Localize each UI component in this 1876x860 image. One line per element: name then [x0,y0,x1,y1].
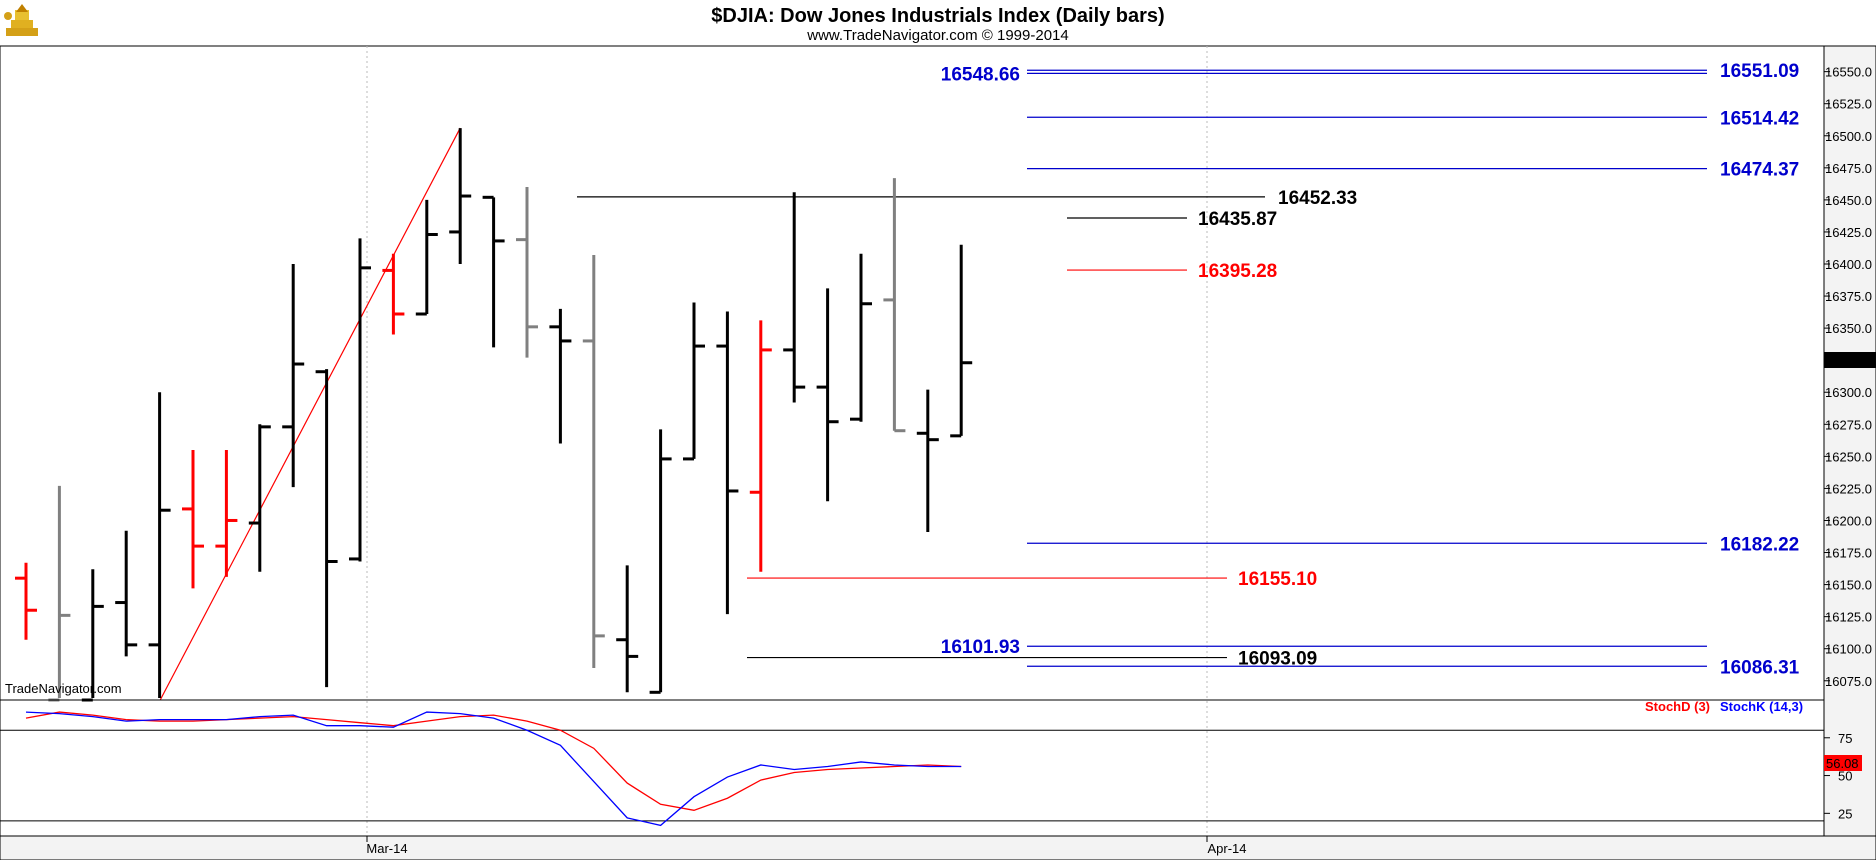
price-tick-label: 16550.0 [1825,65,1872,80]
ohlc-bar [582,255,605,668]
trend-line [159,127,461,701]
level-label: 16474.37 [1720,160,1799,181]
ohlc-bar [315,369,338,688]
stoch-tick-label: 75 [1838,731,1852,746]
last-price-badge [1824,352,1876,368]
level-label: 16155.10 [1238,569,1317,590]
chart-title: $DJIA: Dow Jones Industrials Index (Dail… [711,5,1164,27]
level-label: 16086.31 [1720,657,1800,678]
price-tick-label: 16300.0 [1825,385,1872,400]
price-tick-label: 16425.0 [1825,225,1872,240]
title-bar [0,0,1876,46]
ohlc-bar [115,530,138,657]
ohlc-bar [415,199,438,316]
level-label: 16182.22 [1720,534,1799,555]
level-label: 16452.33 [1278,188,1357,209]
stoch-legend-k: StochK (14,3) [1720,699,1803,714]
date-tick-label: Apr-14 [1207,841,1246,856]
ohlc-bar [349,238,371,562]
chart-subtitle: www.TradeNavigator.com © 1999-2014 [806,27,1068,44]
price-tick-label: 16175.0 [1825,546,1872,561]
indicator-panel [0,699,1825,837]
ohlc-bar [616,565,639,693]
ohlc-bar [182,449,204,589]
last-price-label: 16323.06 [1826,353,1876,368]
stoch-series-line [25,711,962,811]
stoch-tick-label: 25 [1838,806,1852,821]
ohlc-bar [482,195,505,348]
level-lines: 16551.09 16548.66 16514.42 16474.37 16452.33… [577,61,1800,678]
watermark: TradeNavigator.com [5,681,122,696]
ohlc-bar [15,562,37,640]
ohlc-bar [783,192,806,403]
price-bars [15,128,973,702]
ohlc-bar [950,244,973,438]
ohlc-bar [716,311,739,615]
ohlc-bar [549,308,572,444]
last-stoch-label: 56.08 [1826,756,1859,771]
ohlc-bar [148,392,171,698]
ohlc-bar [916,389,939,533]
stochastic-panel: 25 50 75 StochD (3) StochK (14,3) [0,699,1852,827]
stoch-legend-d: StochD (3) [1645,699,1710,714]
date-axis: Mar-14 Apr-14 [366,836,1247,856]
stoch-series-line [25,711,962,827]
price-tick-label: 16200.0 [1825,513,1872,528]
level-label: 16551.09 [1720,61,1799,82]
price-tick-label: 16100.0 [1825,642,1872,657]
price-tick-label: 16275.0 [1825,417,1872,432]
date-axis-bg [0,835,1876,860]
ohlc-bar [850,253,872,422]
trend-line-segment [159,127,461,701]
stoch-tick-label: 50 [1838,769,1852,784]
ohlc-bar [382,253,405,335]
price-axis-bg [1823,45,1876,837]
price-tick-label: 16150.0 [1825,578,1872,593]
level-label: 16093.09 [1238,649,1317,670]
trade-navigator-logo [4,4,38,36]
price-tick-label: 16400.0 [1825,257,1872,272]
ohlc-bar [516,187,538,358]
ohlc-bar [883,178,906,433]
ohlc-bar [449,128,472,264]
last-stoch-badge [1824,755,1862,771]
level-label: 16514.42 [1720,108,1799,129]
level-label: 16395.28 [1198,261,1277,282]
price-panel [0,45,1825,701]
price-tick-label: 16525.0 [1825,97,1872,112]
ohlc-bar [282,264,305,488]
price-tick-label: 16225.0 [1825,481,1872,496]
ohlc-bar [683,302,705,461]
price-tick-label: 16450.0 [1825,193,1872,208]
price-tick-label: 16250.0 [1825,449,1872,464]
ohlc-bar [749,320,772,572]
date-tick-label: Mar-14 [366,841,407,856]
price-tick-label: 16125.0 [1825,610,1872,625]
ohlc-bar [649,429,672,694]
ohlc-bar [248,424,271,572]
price-tick-label: 16475.0 [1825,161,1872,176]
price-tick-label: 16350.0 [1825,321,1872,336]
price-tick-label: 16075.0 [1825,674,1872,689]
grid-lines [366,46,1208,836]
price-tick-label: 16500.0 [1825,129,1872,144]
ohlc-bar [215,449,238,577]
level-label: 16101.93 [941,637,1020,658]
level-label: 16435.87 [1198,209,1277,230]
ohlc-bar [816,288,839,502]
level-label: 16548.66 [941,64,1020,85]
price-tick-label: 16375.0 [1825,289,1872,304]
